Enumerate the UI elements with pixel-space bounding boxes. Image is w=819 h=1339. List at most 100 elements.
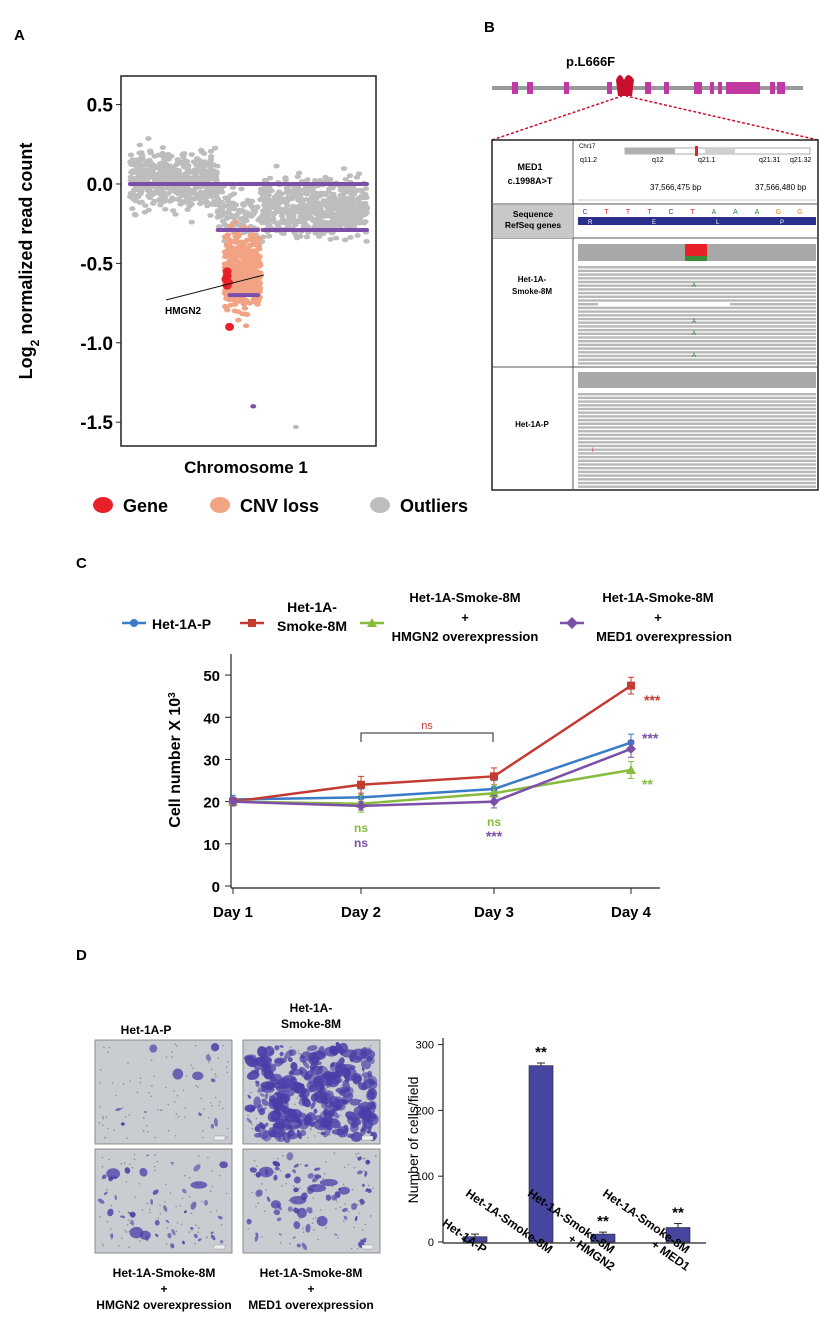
- stained-cell-cluster: [350, 1055, 363, 1063]
- stained-cell: [304, 1070, 314, 1081]
- stained-cell: [307, 1172, 314, 1179]
- panel-c-letter: C: [76, 555, 87, 572]
- membrane-pore: [215, 1209, 218, 1212]
- data-point: [228, 796, 238, 807]
- stained-cell: [306, 1207, 313, 1214]
- outlier-point: [275, 200, 282, 206]
- membrane-pore: [203, 1108, 206, 1110]
- stained-cell: [331, 1194, 338, 1201]
- membrane-pore: [261, 1182, 263, 1185]
- membrane-pore: [129, 1080, 131, 1082]
- membrane-pore: [298, 1217, 301, 1220]
- outlier-point: [222, 195, 229, 201]
- y-axis-label-c: Cell number X 103: [167, 692, 185, 828]
- outlier-point: [136, 142, 143, 148]
- outlier-point: [265, 188, 272, 193]
- stained-cell-cluster: [106, 1168, 121, 1180]
- amino-acid: E: [652, 220, 656, 226]
- membrane-pore: [176, 1045, 178, 1047]
- membrane-pore: [209, 1211, 212, 1213]
- exon-block: [645, 82, 651, 94]
- membrane-pore: [226, 1071, 229, 1074]
- outlier-point: [162, 169, 170, 175]
- zoom-line-left: [491, 95, 623, 141]
- membrane-pore: [165, 1183, 167, 1186]
- outlier-point: [203, 200, 211, 205]
- chromosome-label: Chr17: [579, 144, 596, 150]
- membrane-pore: [174, 1134, 177, 1137]
- cnv-loss-point: [223, 248, 230, 254]
- read-line: [578, 310, 816, 313]
- membrane-pore: [292, 1185, 295, 1188]
- membrane-pore: [150, 1095, 153, 1098]
- membrane-pore: [200, 1097, 202, 1100]
- cnv-loss-point: [241, 305, 249, 311]
- membrane-pore: [99, 1082, 101, 1084]
- outlier-point: [346, 206, 353, 212]
- membrane-pore: [194, 1044, 197, 1047]
- membrane-pore: [264, 1210, 266, 1213]
- stained-cell: [319, 1086, 325, 1091]
- cnv-loss-point: [234, 309, 242, 315]
- membrane-pore: [171, 1051, 173, 1053]
- outlier-point: [184, 169, 191, 174]
- membrane-pore: [110, 1204, 113, 1207]
- membrane-pore: [214, 1073, 216, 1075]
- stained-cell: [276, 1217, 282, 1222]
- gene-name-label: MED1: [517, 162, 542, 172]
- membrane-pore: [302, 1231, 305, 1234]
- sequence-base: C: [668, 209, 673, 216]
- membrane-pore: [312, 1197, 315, 1199]
- stained-cell: [346, 1133, 355, 1139]
- outlier-point: [218, 207, 225, 213]
- membrane-pore: [113, 1129, 116, 1131]
- outlier-point: [341, 237, 349, 243]
- read-line: [578, 321, 816, 324]
- outlier-point: [257, 217, 265, 223]
- read-line: [578, 463, 816, 466]
- stained-cell: [350, 1120, 359, 1129]
- outlier-point: [169, 168, 177, 174]
- sequence-base: T: [647, 209, 652, 216]
- outlier-point: [294, 174, 301, 180]
- membrane-pore: [217, 1057, 220, 1060]
- stained-cell: [266, 1196, 271, 1203]
- outlier-point: [157, 162, 165, 168]
- membrane-pore: [156, 1160, 159, 1163]
- outlier-point: [163, 185, 171, 191]
- stained-cell: [301, 1242, 308, 1251]
- amino-acid: P: [780, 220, 784, 226]
- membrane-pore: [214, 1096, 217, 1099]
- outlier-point: [128, 194, 135, 200]
- stained-cell: [246, 1218, 252, 1225]
- stained-cell: [165, 1219, 170, 1223]
- outlier-point: [229, 200, 237, 206]
- stained-cell: [273, 1209, 281, 1216]
- membrane-pore: [372, 1187, 374, 1189]
- variant-base-3: A: [692, 331, 696, 337]
- sequence-base: A: [712, 209, 717, 216]
- membrane-pore: [226, 1061, 229, 1063]
- exon-track: [512, 82, 785, 94]
- outlier-point: [330, 204, 338, 210]
- read-line: [578, 314, 816, 317]
- read-line: [578, 354, 816, 358]
- stained-cell: [170, 1243, 175, 1249]
- membrane-pore: [269, 1093, 271, 1096]
- membrane-pore: [255, 1117, 258, 1120]
- outlier-point: [312, 178, 319, 183]
- stained-cell: [301, 1097, 311, 1108]
- stained-cell: [269, 1084, 275, 1087]
- read-line: [578, 295, 816, 298]
- band-label-4: q21.31: [759, 157, 781, 164]
- read-line: [578, 430, 816, 433]
- membrane-pore: [342, 1220, 345, 1223]
- outlier-point: [147, 150, 155, 156]
- membrane-pore: [157, 1108, 159, 1111]
- cnv-loss-point: [230, 263, 237, 269]
- membrane-pore: [188, 1195, 191, 1198]
- data-point: [490, 772, 498, 781]
- membrane-pore: [281, 1185, 283, 1187]
- variant-coverage-green: [685, 256, 707, 261]
- outlier-point: [135, 192, 143, 198]
